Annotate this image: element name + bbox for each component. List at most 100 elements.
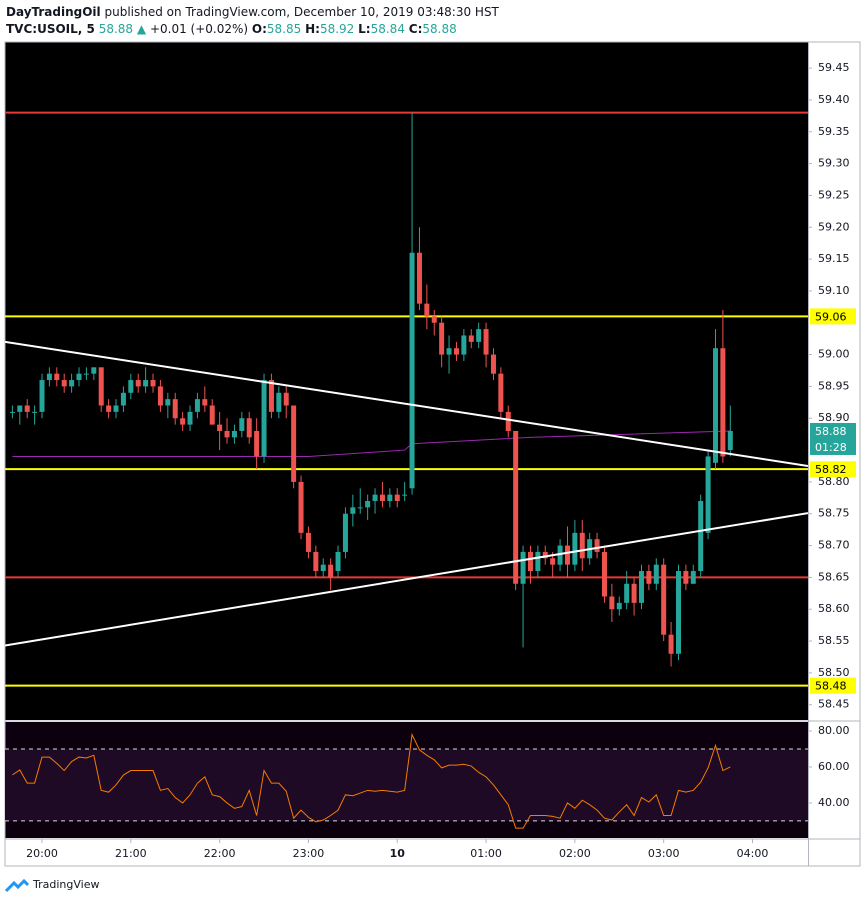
y-tick-label: 59.35 [818, 125, 850, 138]
ohlc-label: O: [252, 22, 267, 36]
candle-body [320, 564, 326, 572]
ohlc-value: 58.92 [320, 22, 354, 36]
candle-body [150, 380, 156, 387]
candle-body [557, 545, 563, 565]
candle-body [372, 494, 378, 502]
candle-body [342, 513, 348, 552]
y-tick-label: 58.65 [818, 570, 850, 583]
candle-body [239, 418, 245, 431]
x-tick-label: 04:00 [737, 847, 769, 860]
candle-body [431, 316, 437, 323]
y-tick-label: 59.45 [818, 61, 850, 74]
candle-body [128, 380, 134, 393]
candle-body [254, 430, 260, 457]
candle-body [520, 551, 526, 584]
countdown-label: 01:28 [815, 441, 847, 454]
rsi-band [5, 748, 808, 821]
candle-body [202, 399, 208, 406]
y-tick-label: 59.20 [818, 220, 850, 233]
y-tick-label: 58.55 [818, 634, 850, 647]
x-tick-label: 23:00 [293, 847, 325, 860]
y-tick-label: 58.90 [818, 411, 850, 424]
candle-body [601, 551, 607, 597]
candle-body [61, 380, 67, 387]
candle-body [416, 252, 422, 304]
ohlc-label: C: [409, 22, 423, 36]
candle-body [646, 571, 652, 584]
candle-body [727, 430, 733, 451]
y-tick-label: 58.95 [818, 379, 850, 392]
x-tick-label: 20:00 [26, 847, 58, 860]
candle-body [261, 380, 267, 457]
candle-body [690, 571, 696, 584]
candle-body [572, 532, 578, 565]
candle-body [468, 335, 474, 342]
x-tick-label: 10 [390, 847, 406, 860]
candle-body [120, 392, 126, 406]
last-price-box [810, 422, 856, 455]
candle-body [180, 418, 186, 425]
candle-body [439, 322, 445, 355]
candle-body [113, 405, 119, 412]
candle-body [379, 494, 385, 502]
x-tick-label: 02:00 [559, 847, 591, 860]
candle-body [661, 564, 667, 635]
candle-body [535, 551, 541, 572]
candle-body [683, 571, 689, 584]
published: published on TradingView.com, December 1… [105, 5, 500, 19]
ohlc-label: H: [305, 22, 320, 36]
y-tick-label: 59.15 [818, 252, 850, 265]
candle-body [409, 252, 415, 489]
candle-body [291, 405, 297, 482]
candle-body [224, 430, 230, 438]
y-tick-label: 58.75 [818, 507, 850, 520]
candle-body [424, 303, 430, 317]
candle-body [712, 348, 718, 463]
candle-body [653, 564, 659, 584]
rsi-tick-label: 80.00 [818, 724, 850, 737]
ohlc-value: 58.85 [267, 22, 301, 36]
candle-body [283, 392, 289, 406]
candle-body [498, 373, 504, 412]
candle-body [335, 551, 341, 572]
candle-body [609, 596, 615, 610]
candle-body [365, 501, 371, 508]
candle-body [624, 583, 630, 603]
candle-body [387, 494, 393, 502]
candle-body [54, 373, 60, 381]
candle-body [402, 494, 408, 496]
candle-body [172, 399, 178, 419]
candle-body [513, 430, 519, 584]
candle-body [135, 380, 141, 387]
candle-body [165, 399, 171, 406]
rsi-tick-label: 40.00 [818, 796, 850, 809]
y-tick-label: 59.25 [818, 188, 850, 201]
candle-body [698, 501, 704, 572]
header-line: DayTradingOil published on TradingView.c… [6, 5, 500, 19]
x-tick-label: 21:00 [115, 847, 147, 860]
candle-body [91, 367, 97, 374]
candle-body [638, 571, 644, 603]
candle-body [313, 551, 319, 572]
level-label: 58.48 [815, 680, 847, 693]
candle-body [98, 367, 104, 406]
y-tick-label: 59.00 [818, 348, 850, 361]
candle-body [490, 354, 496, 374]
x-tick-label: 01:00 [470, 847, 502, 860]
candle-body [46, 373, 52, 381]
y-tick-label: 58.45 [818, 698, 850, 711]
candle-body [350, 507, 356, 514]
rsi-tick-label: 60.00 [818, 760, 850, 773]
x-tick-label: 03:00 [648, 847, 680, 860]
trendline [5, 512, 808, 647]
candle-body [476, 329, 482, 342]
change: +0.01 (+0.02%) [150, 22, 248, 36]
candle-body [446, 348, 452, 355]
candle-body [209, 405, 215, 425]
candle-body [32, 411, 38, 413]
last: 58.88 [99, 22, 133, 36]
candle-body [231, 430, 237, 438]
candle-body [157, 386, 163, 406]
symbol-line: TVC:USOIL, 5 58.88 ▲ +0.01 (+0.02%) O:58… [6, 22, 457, 36]
candle-body [505, 411, 511, 431]
